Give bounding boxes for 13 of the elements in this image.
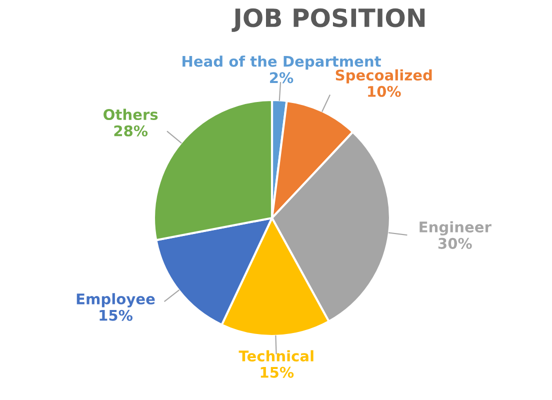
data-label: 28% [114,125,148,136]
slice-label: Head of the Department [182,56,381,70]
slice-label: Specoalized [336,69,432,84]
slice-label: Employee [76,293,155,308]
data-label: 15% [100,310,132,321]
data-label: 30% [438,238,472,249]
slice-label: Others [104,108,158,120]
data-label: 2% [270,72,294,84]
data-label: 10% [368,86,401,97]
data-label: 15% [260,366,294,378]
slice-label: Engineer [420,221,492,236]
slice-label: Technical [238,350,314,362]
chart-title: JOB POSITION [232,8,425,32]
